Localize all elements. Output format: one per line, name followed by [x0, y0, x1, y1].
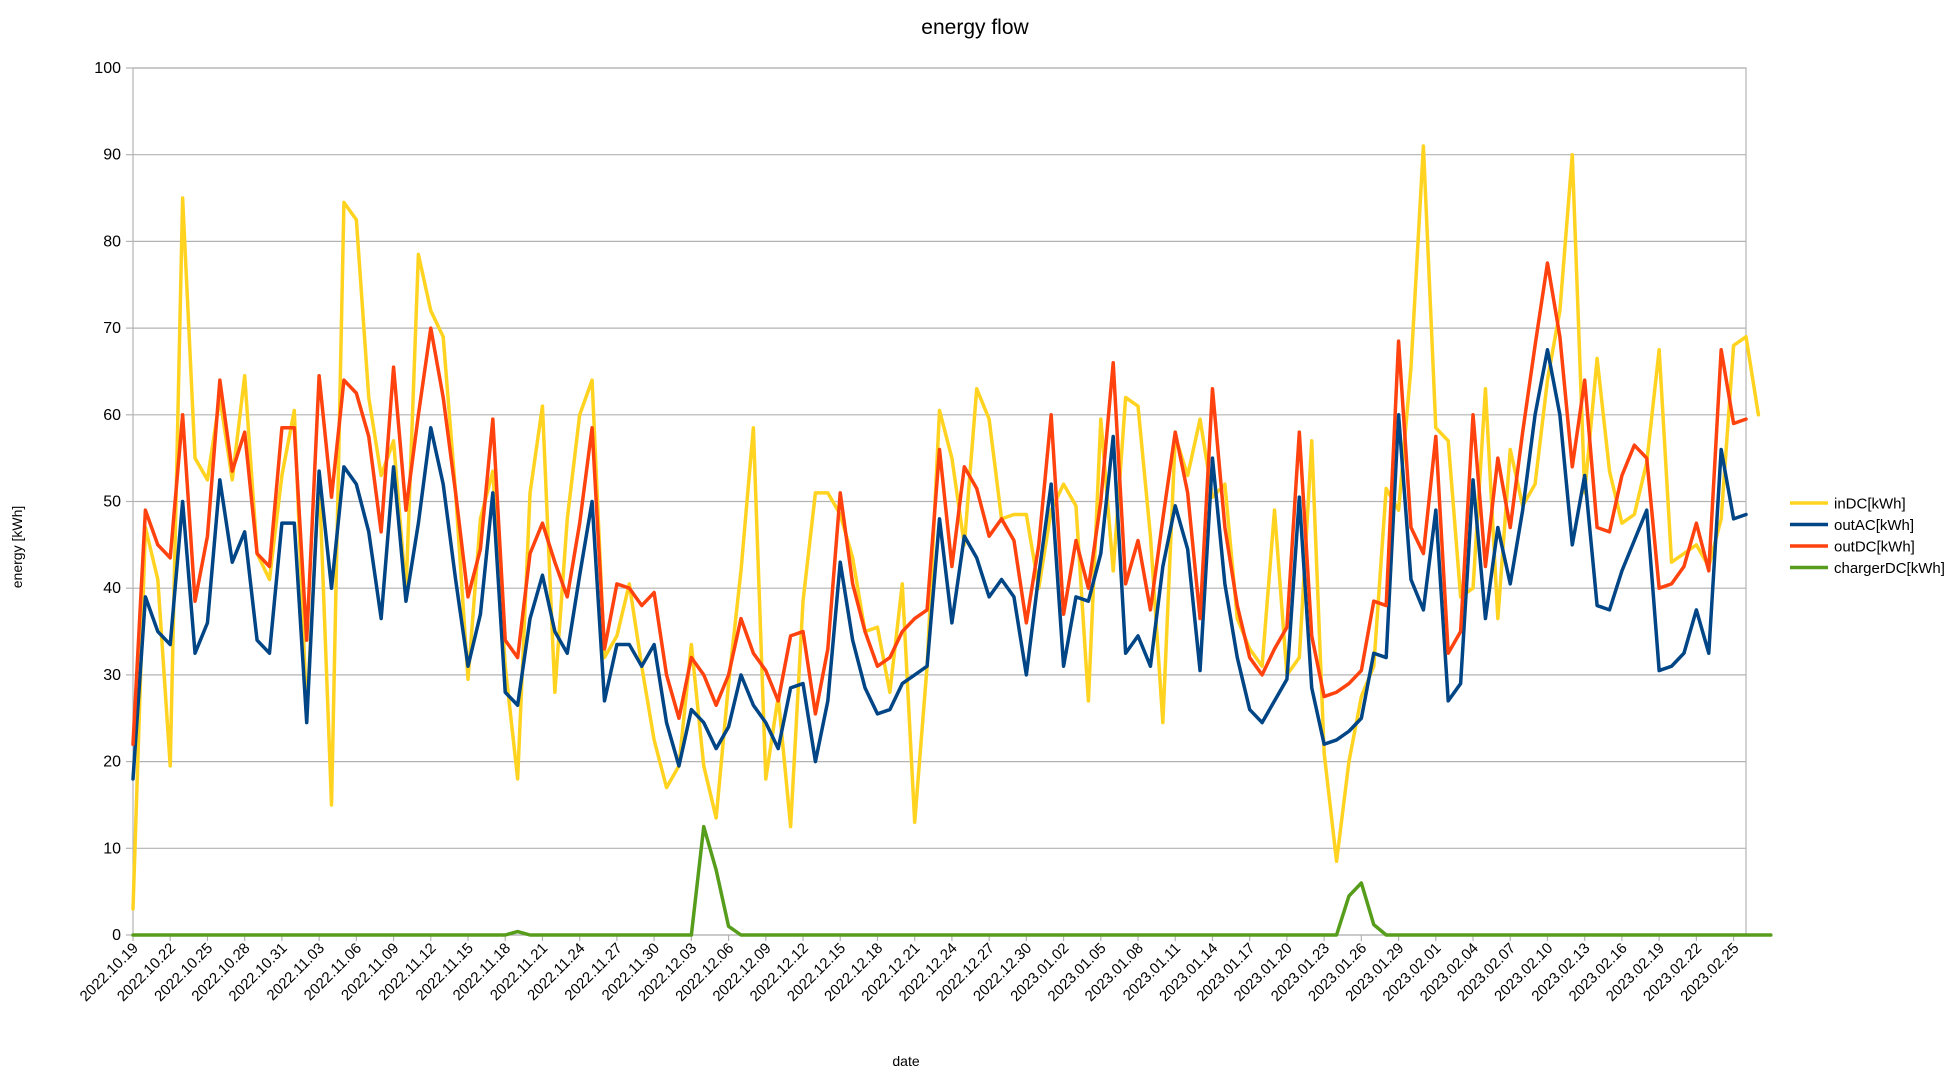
y-tick-label: 70: [103, 320, 121, 337]
y-tick-label: 20: [103, 754, 121, 771]
series-line-2: [131, 261, 1748, 747]
y-axis-label: energy [kWh]: [9, 506, 25, 588]
legend-label-0: inDC[kWh]: [1834, 496, 1906, 513]
series-line-3: [131, 824, 1773, 937]
y-tick-label: 30: [103, 667, 121, 684]
y-tick-label: 100: [94, 60, 121, 77]
legend-label-1: outAC[kWh]: [1834, 517, 1914, 534]
y-tick-label: 0: [112, 927, 121, 944]
y-axis-ticks: 0 10 20 30 40 50 60 70 80 90 100: [94, 60, 133, 944]
series-line-1: [131, 348, 1748, 781]
y-tick-label: 40: [103, 580, 121, 597]
chart-title: energy flow: [921, 16, 1029, 39]
series-line-0: [131, 144, 1761, 911]
y-tick-label: 60: [103, 407, 121, 424]
legend: inDC[kWh] outAC[kWh] outDC[kWh] chargerDC[k…: [1790, 496, 1945, 577]
y-tick-label: 90: [103, 147, 121, 164]
x-axis-ticks: 2022.10.192022.10.222022.10.252022.10.28…: [77, 935, 1742, 1005]
y-tick-label: 80: [103, 233, 121, 250]
x-axis-label: date: [892, 1053, 919, 1069]
series-layer: [131, 144, 1773, 937]
legend-label-2: outDC[kWh]: [1834, 539, 1915, 556]
y-tick-label: 50: [103, 494, 121, 511]
legend-label-3: chargerDC[kWh]: [1834, 560, 1945, 577]
y-tick-label: 10: [103, 840, 121, 857]
